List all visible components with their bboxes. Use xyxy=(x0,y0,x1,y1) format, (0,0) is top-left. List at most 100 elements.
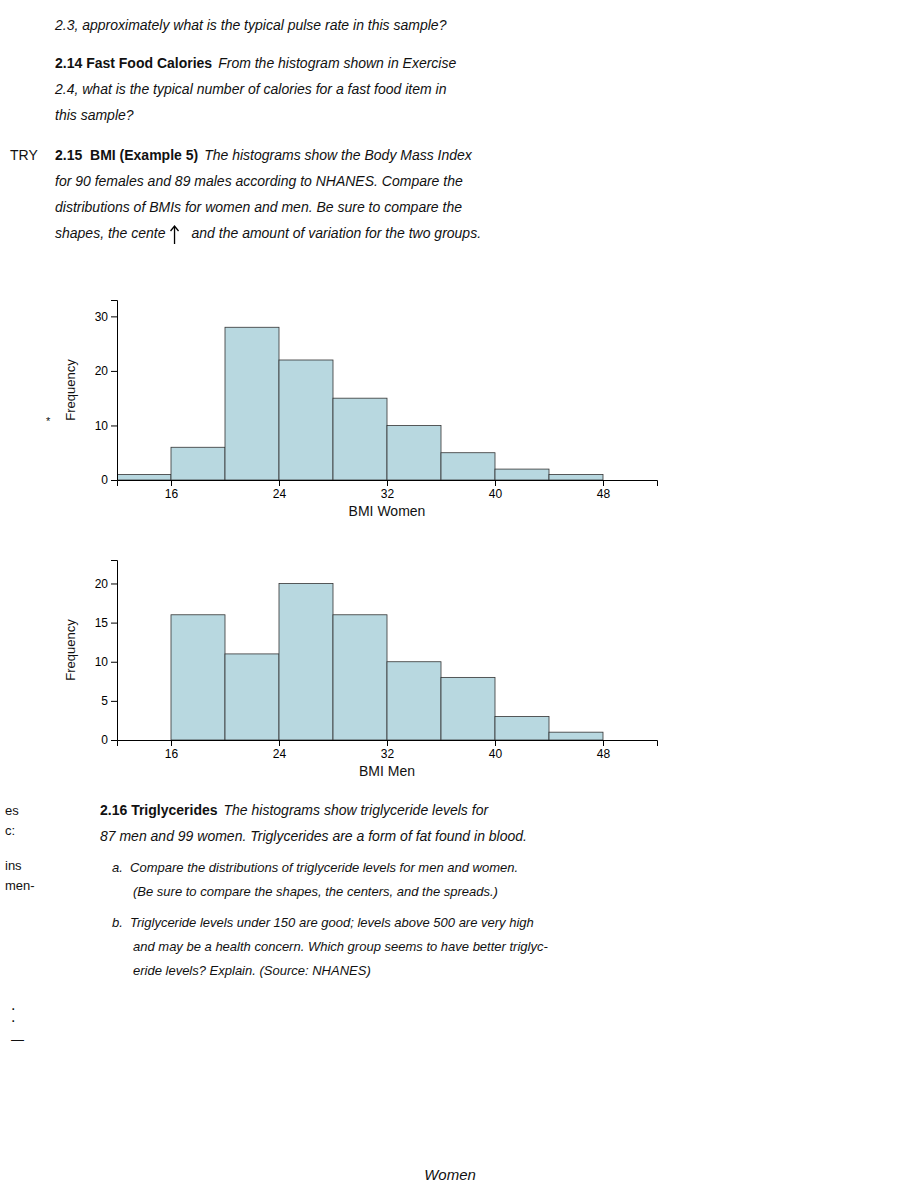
tick-mark xyxy=(111,701,117,702)
tick-label: 0 xyxy=(101,733,108,747)
histogram-bar xyxy=(117,475,171,480)
plot: 16 24 32 40 48 0 10 20 30 BMI Women Frequency xyxy=(63,301,658,520)
tick: 15 xyxy=(95,616,117,630)
tick-label: 48 xyxy=(597,747,611,761)
tick-label: 20 xyxy=(95,577,109,591)
page: 16 24 32 40 48 0 10 20 30 BMI Women Frequency 16 24 3… xyxy=(0,0,900,1200)
y-axis-title: Frequency xyxy=(63,359,78,421)
tick-label: 10 xyxy=(95,655,109,669)
tick-mark xyxy=(279,740,280,746)
tick-label: 5 xyxy=(101,694,108,708)
annotation: (Be sure to compare the shapes, the cent… xyxy=(133,884,498,899)
tick-mark xyxy=(111,480,117,481)
tick-mark xyxy=(603,480,604,486)
annotation: 2.4, what is the typical number of calor… xyxy=(54,81,447,97)
y-axis-title: Frequency xyxy=(63,619,78,681)
tick-label: 16 xyxy=(165,747,179,761)
tick-label: 20 xyxy=(95,364,109,378)
tick-mark xyxy=(111,623,117,624)
x-axis-title: BMI Men xyxy=(359,763,415,779)
annotation: 2.14 Fast Food Calories xyxy=(55,55,212,71)
tick-label: 30 xyxy=(95,310,109,324)
annotation: shapes, the cente xyxy=(55,225,166,241)
tick: 16 xyxy=(165,740,179,761)
tick-mark xyxy=(387,480,388,486)
histogram-bar xyxy=(333,398,387,480)
tick-label: 16 xyxy=(165,487,179,501)
histogram-bar xyxy=(549,475,603,480)
histogram-bar xyxy=(387,662,441,740)
annotation: From the histogram shown in Exercise xyxy=(218,55,456,71)
tick-mark xyxy=(111,583,117,584)
tick: 5 xyxy=(101,694,117,708)
annotation: * xyxy=(46,415,51,427)
tick-label: 48 xyxy=(597,487,611,501)
tick: 40 xyxy=(489,480,503,501)
tick-label: 10 xyxy=(95,419,109,433)
tick-label: 40 xyxy=(489,487,503,501)
tick-label: 40 xyxy=(489,747,503,761)
annotation: and may be a health concern. Which group… xyxy=(133,939,548,954)
annotation: and the amount of variation for the two … xyxy=(192,225,482,241)
tick-mark xyxy=(111,662,117,663)
tick-label: 32 xyxy=(381,747,395,761)
histogram-bar xyxy=(495,469,549,480)
histogram-bar xyxy=(279,360,333,480)
annotation: distributions of BMIs for women and men.… xyxy=(55,199,462,215)
histogram-bar xyxy=(441,677,495,740)
annotation: 87 men and 99 women. Triglycerides are a… xyxy=(100,828,527,844)
annotation: — xyxy=(11,1032,24,1047)
histogram-bar xyxy=(225,327,279,480)
y-axis: 0 10 20 30 xyxy=(95,301,118,488)
tick-mark xyxy=(279,480,280,486)
axis-line xyxy=(118,481,658,487)
annotation: Women xyxy=(424,1166,476,1183)
tick-mark xyxy=(387,740,388,746)
tick-mark xyxy=(111,316,117,317)
x-axis-title: BMI Women xyxy=(349,503,426,519)
annotation: 2.16 Triglycerides xyxy=(100,802,218,818)
histogram-bar xyxy=(279,583,333,740)
x-axis: 16 24 32 40 48 xyxy=(118,740,658,761)
axis-line xyxy=(111,301,118,481)
tick: 48 xyxy=(597,480,611,501)
tick: 48 xyxy=(597,740,611,761)
tick-label: 15 xyxy=(95,616,109,630)
tick: 0 xyxy=(101,733,117,747)
annotation: 2.15 BMI (Example 5) xyxy=(55,147,198,163)
annotation: TRY xyxy=(10,147,38,163)
annotation: 2.3, approximately what is the typical p… xyxy=(54,17,447,33)
histogram-bar xyxy=(549,732,603,740)
tick-mark xyxy=(171,480,172,486)
histogram-bar xyxy=(387,425,441,480)
x-axis: 16 24 32 40 48 xyxy=(118,480,658,501)
annotation: eride levels? Explain. (Source: NHANES) xyxy=(133,963,371,978)
tick-label: 32 xyxy=(381,487,395,501)
tick-mark xyxy=(171,740,172,746)
histogram-bar xyxy=(225,654,279,740)
tick: 32 xyxy=(381,480,395,501)
tick-label: 24 xyxy=(273,487,287,501)
y-axis: 0 5 10 15 20 xyxy=(95,561,118,748)
tick-mark xyxy=(111,371,117,372)
annotation: a. Compare the distributions of triglyce… xyxy=(112,860,518,875)
tick: 20 xyxy=(95,577,117,591)
tick-mark xyxy=(111,740,117,741)
axis-line xyxy=(118,741,658,747)
tick-label: 24 xyxy=(273,747,287,761)
tick-mark xyxy=(603,740,604,746)
annotation: The histograms show the Body Mass Index xyxy=(204,147,473,163)
axis-line xyxy=(111,561,118,741)
histogram-bar xyxy=(117,740,171,741)
tick: 10 xyxy=(95,655,117,669)
histogram-bar xyxy=(171,615,225,740)
tick: 20 xyxy=(95,364,117,378)
histogram-bar xyxy=(171,447,225,480)
annotation: c: xyxy=(5,823,15,838)
annotation: for 90 females and 89 males according to… xyxy=(55,173,463,189)
annotation: es xyxy=(5,803,19,818)
tick: 0 xyxy=(101,473,117,487)
tick: 32 xyxy=(381,740,395,761)
bars xyxy=(171,583,603,740)
plot: 16 24 32 40 48 0 5 10 15 20 BMI Men Frequency xyxy=(63,561,658,780)
